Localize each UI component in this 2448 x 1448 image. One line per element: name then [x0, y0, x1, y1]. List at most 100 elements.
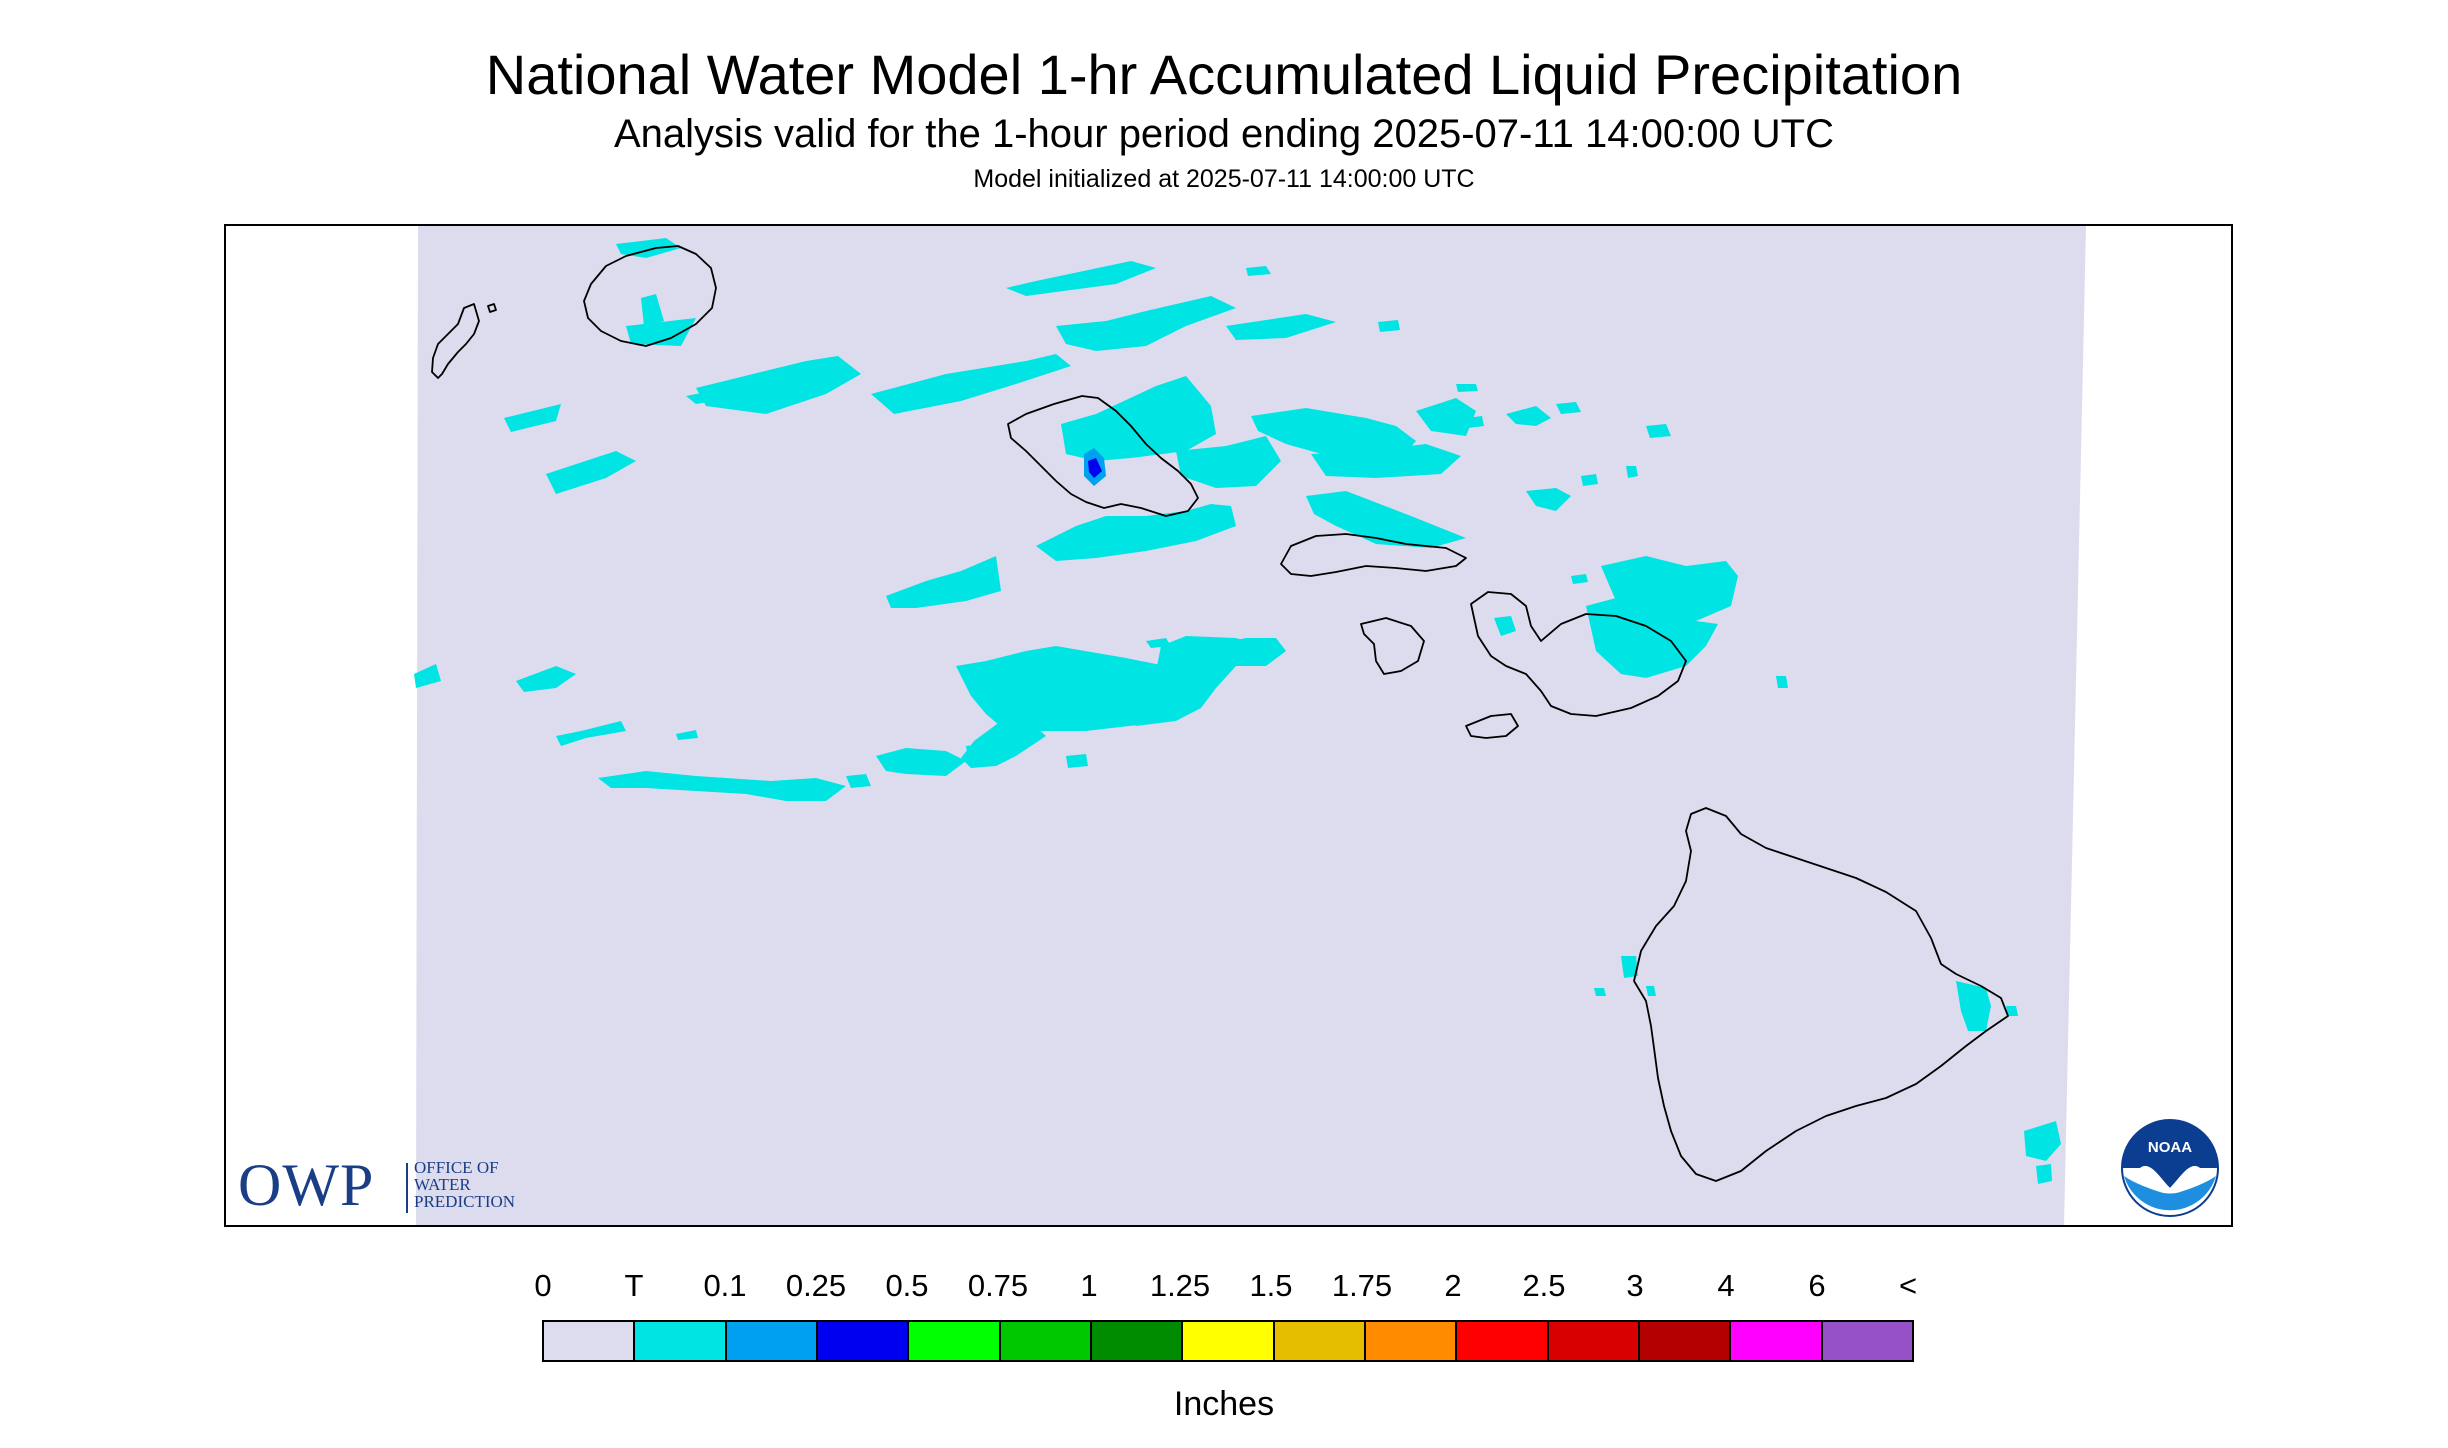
legend-tick-label: 6: [1808, 1268, 1826, 1303]
precip-cell: [1681, 576, 1726, 606]
coastline-kauai: [583, 245, 717, 347]
precip-cell: [1251, 408, 1416, 458]
precip-cell: [676, 730, 698, 740]
legend-swatch: [1272, 1320, 1366, 1362]
legend-swatch: [1546, 1320, 1640, 1362]
precip-cell: [1456, 384, 1478, 392]
coastline-maui: [1470, 591, 1687, 717]
legend-swatch: [542, 1320, 636, 1362]
legend-units: Inches: [1173, 1385, 1275, 1423]
precip-cell: [516, 666, 576, 692]
owp-abbrev: OWP: [238, 1152, 375, 1218]
coastline-niihau: [431, 303, 480, 379]
precipitation-map: [224, 224, 2233, 1227]
precip-cell: [1526, 488, 1571, 511]
legend-swatch: [1089, 1320, 1184, 1362]
precip-cell: [1556, 402, 1581, 414]
owp-logo: OWP OFFICE OF WATER PREDICTION: [238, 1155, 558, 1215]
owp-line-3: PREDICTION: [414, 1192, 516, 1211]
legend-tick-label: <: [1898, 1268, 1918, 1303]
precip-cell: [546, 451, 636, 494]
coastline-kahoolawe: [1465, 713, 1519, 739]
legend-swatch: [1637, 1320, 1732, 1362]
legend-swatch: [633, 1320, 727, 1362]
coastline-molokai: [1280, 533, 1467, 577]
precip-cell: [641, 294, 664, 326]
owp-line-1: OFFICE OF: [414, 1158, 499, 1177]
precip-cell: [846, 774, 871, 788]
precip-cell: [1466, 416, 1484, 428]
precip-cell: [1621, 956, 1638, 978]
legend-tick-label: 2: [1444, 1268, 1462, 1303]
heavy-precip-areas: [1088, 458, 1102, 478]
precip-cell: [1061, 376, 1216, 461]
precip-cell: [1956, 981, 1991, 1031]
legend-swatch: [724, 1320, 818, 1362]
precip-cell: [1581, 474, 1598, 486]
legend-tick-label: 3: [1626, 1268, 1644, 1303]
legend-swatch: [998, 1320, 1092, 1362]
legend-swatch: [815, 1320, 910, 1362]
precip-cell: [1376, 518, 1426, 536]
precip-cell: [1571, 574, 1588, 584]
color-legend: [542, 1320, 1914, 1368]
legend-tick-label: 1.5: [1249, 1268, 1293, 1303]
precip-cell: [556, 721, 626, 746]
precip-cell: [1216, 638, 1286, 666]
precip-cell: [504, 404, 561, 432]
legend-swatch: [1363, 1320, 1458, 1362]
legend-tick-label: 4: [1717, 1268, 1735, 1303]
precip-cell: [1121, 636, 1256, 726]
precip-cell: [616, 238, 681, 258]
precip-cell: [1176, 436, 1281, 488]
legend-tick-label: 0.1: [703, 1268, 747, 1303]
precip-cell: [1226, 314, 1336, 340]
precip-cell: [886, 556, 1001, 608]
precip-cell: [1006, 261, 1156, 296]
precip-cell: [1246, 266, 1271, 276]
legend-tick-label: 2.5: [1522, 1268, 1566, 1303]
map-title: National Water Model 1-hr Accumulated Li…: [485, 43, 1963, 106]
legend-tick-label: T: [624, 1268, 644, 1303]
legend-tick-label: 0.5: [885, 1268, 929, 1303]
precip-cell: [871, 354, 1071, 414]
coastline-hawaii: [1633, 807, 2009, 1182]
map-canvas: [414, 226, 2086, 1225]
precip-cell: [1066, 754, 1088, 768]
owp-line-2: WATER: [414, 1175, 471, 1194]
precip-cell: [961, 718, 1046, 768]
noaa-logo-text: NOAA: [2148, 1139, 2192, 1156]
legend-swatch: [1820, 1320, 1914, 1362]
island-coastlines: [431, 245, 2009, 1182]
trace-precip-areas: [414, 238, 2061, 1184]
legend-swatch: [1729, 1320, 1823, 1362]
map-subtitle: Analysis valid for the 1-hour period end…: [614, 112, 1834, 156]
precip-cell: [598, 771, 846, 801]
precip-cell: [1646, 424, 1671, 438]
precip-cell: [414, 664, 441, 688]
precip-cell: [1626, 466, 1638, 478]
precip-cell: [1416, 398, 1476, 436]
legend-tick-label: 0.25: [785, 1268, 847, 1303]
precip-cell: [1311, 444, 1461, 478]
precip-cell: [1378, 320, 1400, 332]
legend-swatch: [1455, 1320, 1549, 1362]
precip-cell: [1646, 986, 1656, 996]
legend-swatch: [907, 1320, 1001, 1362]
precip-cell: [2036, 1164, 2052, 1184]
precip-cell: [626, 318, 696, 346]
precip-cell: [1146, 638, 1171, 648]
precip-cell: [1088, 458, 1102, 478]
model-domain: [416, 226, 2086, 1225]
precip-cell: [1056, 296, 1236, 351]
legend-tick-labels: 0 T 0.1 0.25 0.5 0.75 1 1.25 1.5 1.75 2 2.5 3 4 6 <: [534, 1268, 2002, 1308]
precip-cell: [876, 748, 966, 776]
legend-tick-label: 1.75: [1331, 1268, 1393, 1303]
coastline-lanai: [1360, 617, 1425, 675]
legend-tick-label: 1.25: [1149, 1268, 1211, 1303]
precip-cell: [1494, 616, 1516, 636]
legend-swatch: [1181, 1320, 1275, 1362]
precip-cell: [2024, 1121, 2061, 1161]
legend-tick-label: 0.75: [967, 1268, 1029, 1303]
precip-cell: [696, 356, 861, 414]
